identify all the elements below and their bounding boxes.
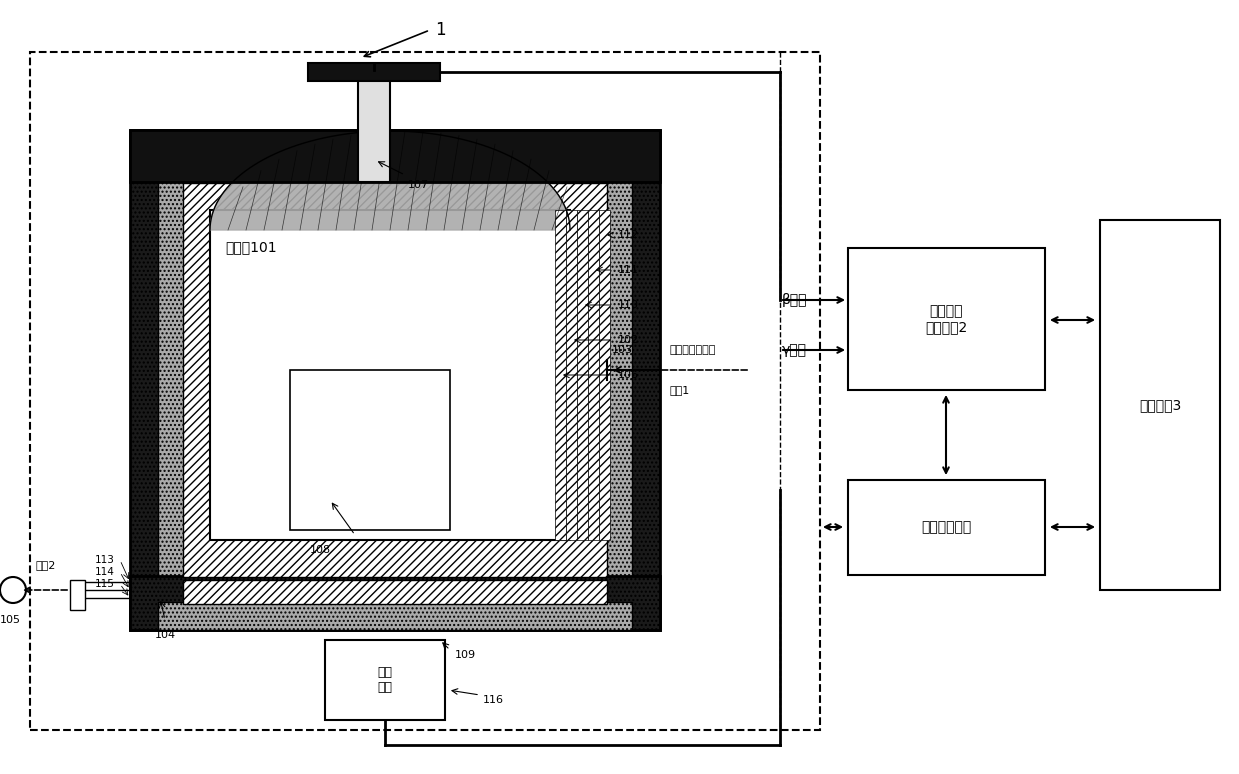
Text: 106: 106 <box>618 370 639 380</box>
Text: 113: 113 <box>95 555 115 565</box>
Text: 115: 115 <box>95 579 115 589</box>
Bar <box>309 63 440 81</box>
Bar <box>130 130 660 182</box>
Text: 信号采集
处理设剸2: 信号采集 处理设剸2 <box>924 304 968 334</box>
Text: 103: 103 <box>612 345 633 355</box>
Bar <box>209 210 570 540</box>
Text: γ脉冲: γ脉冲 <box>782 343 807 357</box>
Text: 计算设剸3: 计算设剸3 <box>1139 398 1181 412</box>
Bar <box>130 576 660 630</box>
Text: 105: 105 <box>0 615 21 625</box>
Text: 110: 110 <box>618 300 639 310</box>
Text: 116: 116 <box>483 695 504 705</box>
Bar <box>30 52 820 730</box>
Text: 阅门1: 阅门1 <box>670 385 690 395</box>
Bar <box>290 370 450 530</box>
Bar <box>589 210 598 540</box>
Circle shape <box>0 577 26 603</box>
Bar <box>159 158 632 602</box>
Text: 114: 114 <box>95 567 115 577</box>
Bar <box>358 70 390 182</box>
Polygon shape <box>209 131 570 230</box>
Text: β脉冲: β脉冲 <box>782 293 808 307</box>
Bar <box>566 210 577 540</box>
Text: 1: 1 <box>435 21 446 39</box>
Text: 104: 104 <box>155 630 176 640</box>
Bar <box>325 640 445 720</box>
Bar <box>847 480 1044 575</box>
Bar <box>598 210 610 540</box>
Text: 前置
放大: 前置 放大 <box>378 666 393 694</box>
Text: 测量室101: 测量室101 <box>225 240 276 254</box>
Text: 待测试气体样品: 待测试气体样品 <box>670 345 716 355</box>
Bar <box>183 580 607 604</box>
Text: 阅门2: 阅门2 <box>35 560 56 570</box>
Text: 108: 108 <box>310 545 331 555</box>
Text: 107: 107 <box>408 180 429 190</box>
Bar <box>183 183 607 577</box>
Bar <box>577 210 589 540</box>
Text: 112: 112 <box>618 230 639 240</box>
Bar <box>1100 220 1220 590</box>
Text: 102: 102 <box>618 335 639 345</box>
Text: 外围辅助控制: 外围辅助控制 <box>921 520 971 534</box>
Text: 109: 109 <box>455 650 476 660</box>
Bar <box>555 210 566 540</box>
Bar <box>159 602 632 630</box>
Bar <box>847 248 1044 390</box>
Bar <box>130 130 660 630</box>
Bar <box>69 580 85 610</box>
Text: 111: 111 <box>618 265 639 275</box>
